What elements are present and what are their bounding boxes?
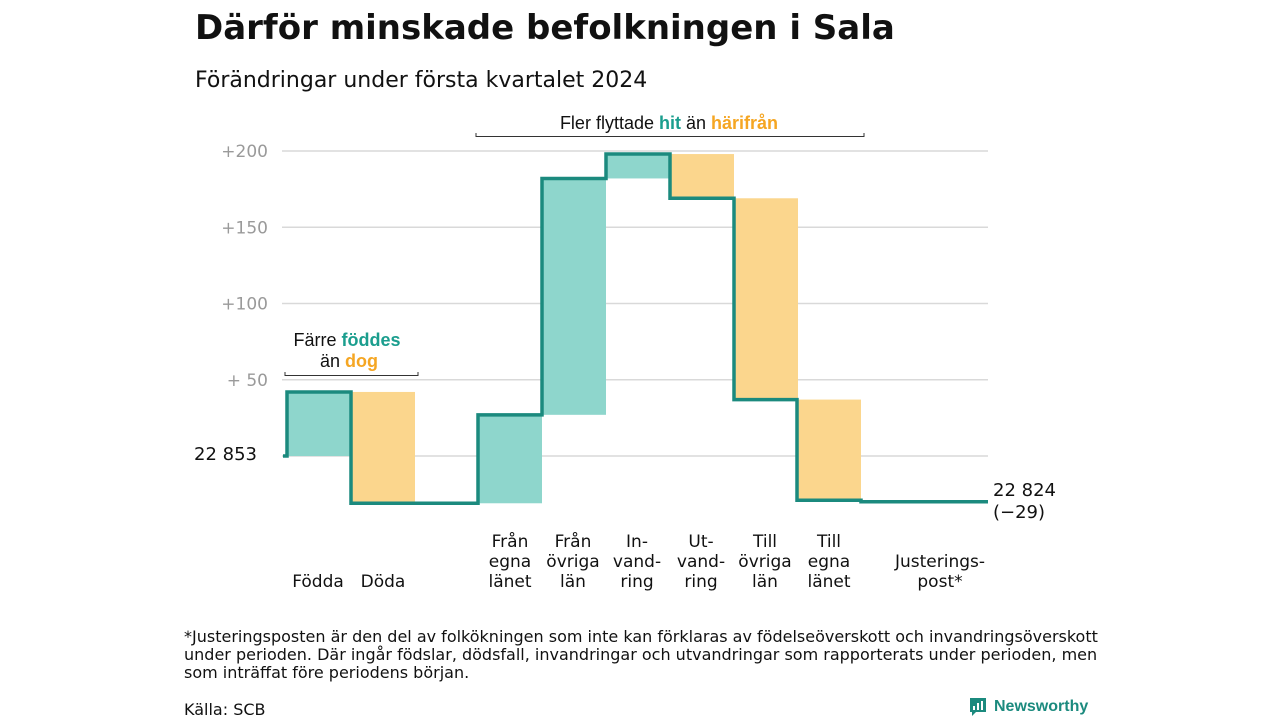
bar-decrease bbox=[734, 198, 798, 400]
category-label-line: Från bbox=[554, 532, 592, 552]
annotation-decrease: härifrån bbox=[711, 113, 778, 133]
annotation-plain: Fler flyttade bbox=[560, 113, 659, 133]
bar-decrease bbox=[670, 154, 734, 199]
category-label: Födda bbox=[278, 572, 358, 592]
category-label: Ut-vand-ring bbox=[661, 532, 741, 592]
step-line bbox=[283, 152, 988, 506]
annotation-plain: Färre bbox=[293, 330, 341, 350]
start-value-label: 22 853 bbox=[194, 444, 257, 465]
annotation-bracket bbox=[284, 372, 419, 376]
category-label-line: övriga bbox=[738, 552, 792, 572]
category-label-line: vand- bbox=[612, 552, 662, 572]
annotation-plain: än bbox=[320, 351, 345, 371]
y-tick-label: +200 bbox=[221, 142, 268, 162]
source-label: Källa: SCB bbox=[184, 700, 266, 719]
chart-subtitle: Förändringar under första kvartalet 2024 bbox=[195, 68, 648, 93]
category-label-line: övriga bbox=[546, 552, 600, 572]
annotation-text: Fler flyttade hit än härifrån bbox=[560, 113, 778, 133]
category-label-line: Födda bbox=[292, 572, 344, 592]
category-label: Till egna länet bbox=[789, 532, 869, 592]
category-label-line: län bbox=[560, 572, 586, 592]
category-label-line: vand- bbox=[676, 552, 726, 572]
category-label-line: Till bbox=[816, 532, 842, 552]
end-value-label: 22 824 bbox=[993, 479, 1056, 501]
end-change-label: (−29) bbox=[993, 501, 1046, 523]
category-label-line: ring bbox=[684, 572, 718, 592]
category-label: In-vand-ring bbox=[597, 532, 677, 592]
category-label-line: länet bbox=[807, 572, 851, 592]
category-label: Till övriga län bbox=[725, 532, 805, 592]
bar-increase bbox=[478, 414, 542, 504]
bar-increase bbox=[606, 154, 670, 179]
category-label-line: län bbox=[752, 572, 778, 592]
category-label-line: post* bbox=[917, 572, 963, 592]
bar-decrease bbox=[351, 391, 415, 504]
annotation-text: än dog bbox=[320, 351, 378, 371]
bar-increase bbox=[542, 178, 606, 415]
annotation-bracket bbox=[475, 133, 865, 137]
footnote: *Justeringsposten är den del av folkökni… bbox=[184, 627, 1098, 682]
category-label: Från övriga län bbox=[533, 532, 613, 592]
category-label-line: länet bbox=[488, 572, 532, 592]
y-tick-label: +150 bbox=[221, 218, 268, 238]
bar-increase bbox=[287, 391, 351, 456]
annotation-plain: än bbox=[681, 113, 711, 133]
category-label-line: Ut- bbox=[688, 532, 714, 552]
category-label: Från egna länet bbox=[470, 532, 550, 592]
category-label-line: Döda bbox=[360, 572, 406, 592]
y-tick-label: +100 bbox=[221, 295, 268, 315]
category-label-line: egna bbox=[488, 552, 532, 572]
category-label-line: egna bbox=[807, 552, 851, 572]
category-label-line: Till bbox=[752, 532, 778, 552]
bar-decrease bbox=[797, 399, 861, 501]
category-label: Döda bbox=[343, 572, 423, 592]
annotation-text: Färre föddes bbox=[293, 330, 400, 350]
y-tick-label: + 50 bbox=[227, 371, 268, 391]
chart-title: Därför minskade befolkningen i Sala bbox=[195, 8, 895, 48]
annotation-decrease: dog bbox=[345, 351, 378, 371]
category-label-line: Justerings- bbox=[894, 552, 986, 572]
annotation-increase: hit bbox=[659, 113, 681, 133]
category-label-line: ring bbox=[620, 572, 654, 592]
category-label: Justerings-post* bbox=[880, 552, 1000, 592]
category-label-line: In- bbox=[626, 532, 648, 552]
category-label-line: Från bbox=[491, 532, 529, 552]
brand: Newsworthy bbox=[968, 696, 1088, 718]
brand-name: Newsworthy bbox=[994, 698, 1089, 715]
newsworthy-logo-icon bbox=[970, 698, 986, 716]
annotation-increase: föddes bbox=[342, 330, 401, 350]
